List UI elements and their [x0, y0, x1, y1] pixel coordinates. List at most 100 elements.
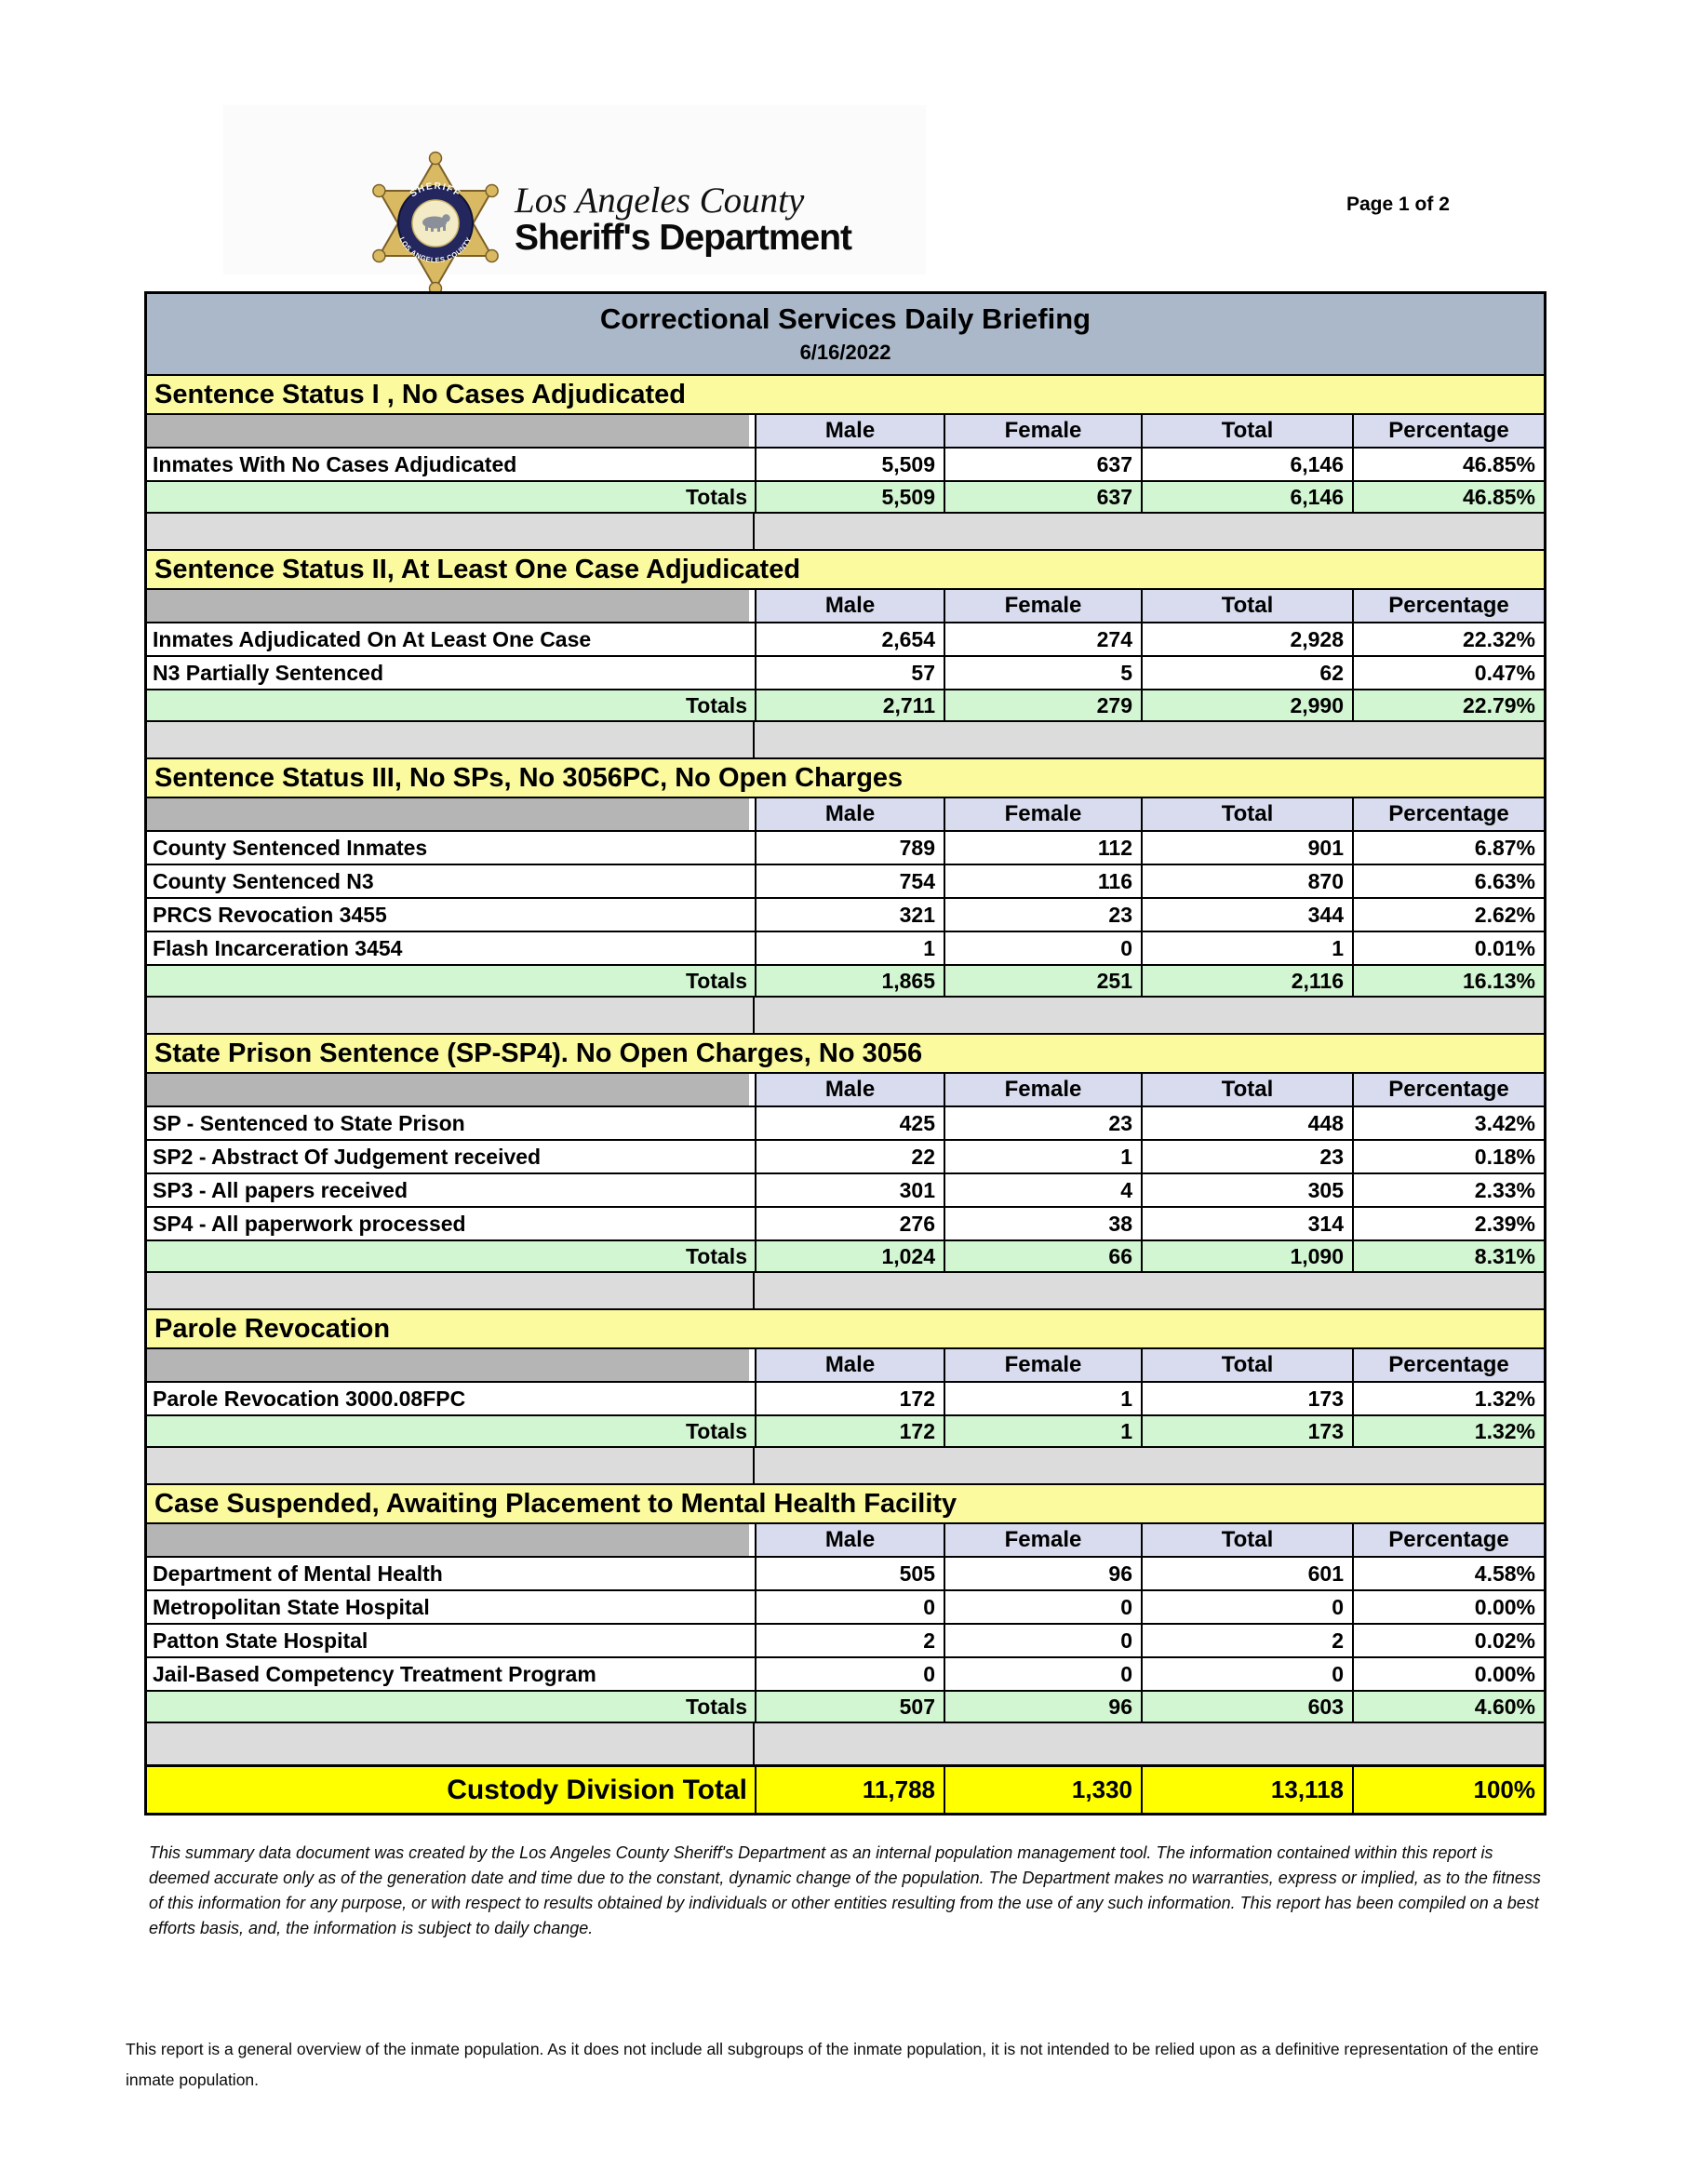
table-row: Parole Revocation 3000.08FPC 172 1 173 1.32%: [147, 1383, 1544, 1416]
percentage-cell: 6.63%: [1352, 865, 1544, 897]
column-header-female: Female: [944, 1074, 1141, 1105]
table-row: SP2 - Abstract Of Judgement received 22 1 2…: [147, 1141, 1544, 1174]
total-cell: 344: [1141, 899, 1352, 931]
section-gap: [147, 722, 1544, 759]
section-gap-right: [755, 998, 1544, 1033]
column-header-male: Male: [755, 590, 944, 622]
table-row: SP3 - All papers received 301 4 305 2.33%: [147, 1174, 1544, 1208]
female-cell: 23: [944, 1107, 1141, 1139]
totals-total-cell: 173: [1141, 1416, 1352, 1446]
total-cell: 601: [1141, 1558, 1352, 1589]
section-header: Sentence Status I , No Cases Adjudicated: [147, 376, 1544, 415]
row-label-cell: SP - Sentenced to State Prison: [153, 1110, 465, 1135]
totals-total-cell: 6,146: [1141, 482, 1352, 512]
column-header-blank: [147, 1349, 755, 1381]
totals-male-cell: 172: [755, 1416, 944, 1446]
column-header-row: Male Female Total Percentage: [147, 415, 1544, 449]
row-label-cell: Metropolitan State Hospital: [153, 1594, 430, 1619]
female-cell: 112: [944, 832, 1141, 864]
section-gap-left: [147, 514, 755, 549]
table-row: Department of Mental Health 505 96 601 4.58%: [147, 1558, 1544, 1591]
column-header-blank: [147, 1524, 755, 1556]
column-header-total: Total: [1141, 1074, 1352, 1105]
report-section: Case Suspended, Awaiting Placement to Me…: [147, 1485, 1544, 1766]
section-gap: [147, 998, 1544, 1035]
male-cell: 2: [755, 1625, 944, 1656]
row-label-cell: PRCS Revocation 3455: [153, 902, 387, 927]
female-cell: 38: [944, 1208, 1141, 1239]
section-gap-right: [755, 722, 1544, 757]
total-cell: 901: [1141, 832, 1352, 864]
column-header-row: Male Female Total Percentage: [147, 1349, 1544, 1383]
table-row: N3 Partially Sentenced 57 5 62 0.47%: [147, 657, 1544, 690]
percentage-cell: 2.62%: [1352, 899, 1544, 931]
row-label-cell: SP2 - Abstract Of Judgement received: [153, 1144, 542, 1169]
column-header-male: Male: [755, 1074, 944, 1105]
column-header-row: Male Female Total Percentage: [147, 1074, 1544, 1107]
table-row: PRCS Revocation 3455 321 23 344 2.62%: [147, 899, 1544, 932]
female-cell: 23: [944, 899, 1141, 931]
male-cell: 22: [755, 1141, 944, 1172]
sheriff-star-badge-icon: SHERIFF LOS ANGELES COUNTY ®: [372, 151, 499, 301]
section-header: Sentence Status II, At Least One Case Ad…: [147, 551, 1544, 590]
male-cell: 0: [755, 1658, 944, 1690]
percentage-cell: 4.58%: [1352, 1558, 1544, 1589]
report-title: Correctional Services Daily Briefing: [599, 302, 1091, 335]
totals-total-cell: 2,116: [1141, 966, 1352, 996]
table-row: County Sentenced N3 754 116 870 6.63%: [147, 865, 1544, 899]
male-cell: 5,509: [755, 449, 944, 480]
column-header-percentage: Percentage: [1352, 1074, 1544, 1105]
section-gap-right: [755, 1448, 1544, 1483]
report-title-bar: Correctional Services Daily Briefing 6/1…: [147, 294, 1544, 376]
grand-total-total-cell: 13,118: [1141, 1767, 1352, 1813]
female-cell: 637: [944, 449, 1141, 480]
female-cell: 4: [944, 1174, 1141, 1206]
totals-row: Totals 172 1 173 1.32%: [147, 1416, 1544, 1448]
totals-label-cell: Totals: [685, 692, 747, 717]
totals-percentage-cell: 16.13%: [1352, 966, 1544, 996]
section-header: Case Suspended, Awaiting Placement to Me…: [147, 1485, 1544, 1524]
logo-dept-line: Sheriff's Department: [515, 218, 852, 258]
percentage-cell: 6.87%: [1352, 832, 1544, 864]
percentage-cell: 0.18%: [1352, 1141, 1544, 1172]
male-cell: 505: [755, 1558, 944, 1589]
percentage-cell: 0.00%: [1352, 1658, 1544, 1690]
column-header-row: Male Female Total Percentage: [147, 1524, 1544, 1558]
table-row: Patton State Hospital 2 0 2 0.02%: [147, 1625, 1544, 1658]
column-header-female: Female: [944, 415, 1141, 447]
section-gap: [147, 514, 1544, 551]
table-row: County Sentenced Inmates 789 112 901 6.87%: [147, 832, 1544, 865]
female-cell: 0: [944, 1591, 1141, 1623]
column-header-blank: [147, 798, 755, 830]
percentage-cell: 46.85%: [1352, 449, 1544, 480]
female-cell: 5: [944, 657, 1141, 689]
column-header-blank: [147, 1074, 755, 1105]
table-row: SP - Sentenced to State Prison 425 23 448 3.…: [147, 1107, 1544, 1141]
total-cell: 305: [1141, 1174, 1352, 1206]
column-header-male: Male: [755, 1349, 944, 1381]
column-header-female: Female: [944, 798, 1141, 830]
logo-background: [223, 105, 926, 275]
column-header-percentage: Percentage: [1352, 798, 1544, 830]
female-cell: 0: [944, 1658, 1141, 1690]
male-cell: 276: [755, 1208, 944, 1239]
female-cell: 96: [944, 1558, 1141, 1589]
total-cell: 0: [1141, 1591, 1352, 1623]
section-header: Parole Revocation: [147, 1310, 1544, 1349]
total-cell: 2: [1141, 1625, 1352, 1656]
totals-male-cell: 1,865: [755, 966, 944, 996]
column-header-percentage: Percentage: [1352, 415, 1544, 447]
row-label-cell: County Sentenced N3: [153, 868, 374, 893]
section-header: State Prison Sentence (SP-SP4). No Open …: [147, 1035, 1544, 1074]
report-table: Correctional Services Daily Briefing 6/1…: [144, 291, 1546, 1816]
star-point-balls: [372, 151, 499, 296]
totals-percentage-cell: 22.79%: [1352, 690, 1544, 720]
section-gap-right: [755, 1723, 1544, 1764]
totals-row: Totals 1,865 251 2,116 16.13%: [147, 966, 1544, 998]
totals-total-cell: 603: [1141, 1692, 1352, 1722]
logo-county-line: Los Angeles County: [515, 181, 805, 221]
percentage-cell: 0.47%: [1352, 657, 1544, 689]
column-header-female: Female: [944, 590, 1141, 622]
column-header-total: Total: [1141, 798, 1352, 830]
column-header-percentage: Percentage: [1352, 1524, 1544, 1556]
